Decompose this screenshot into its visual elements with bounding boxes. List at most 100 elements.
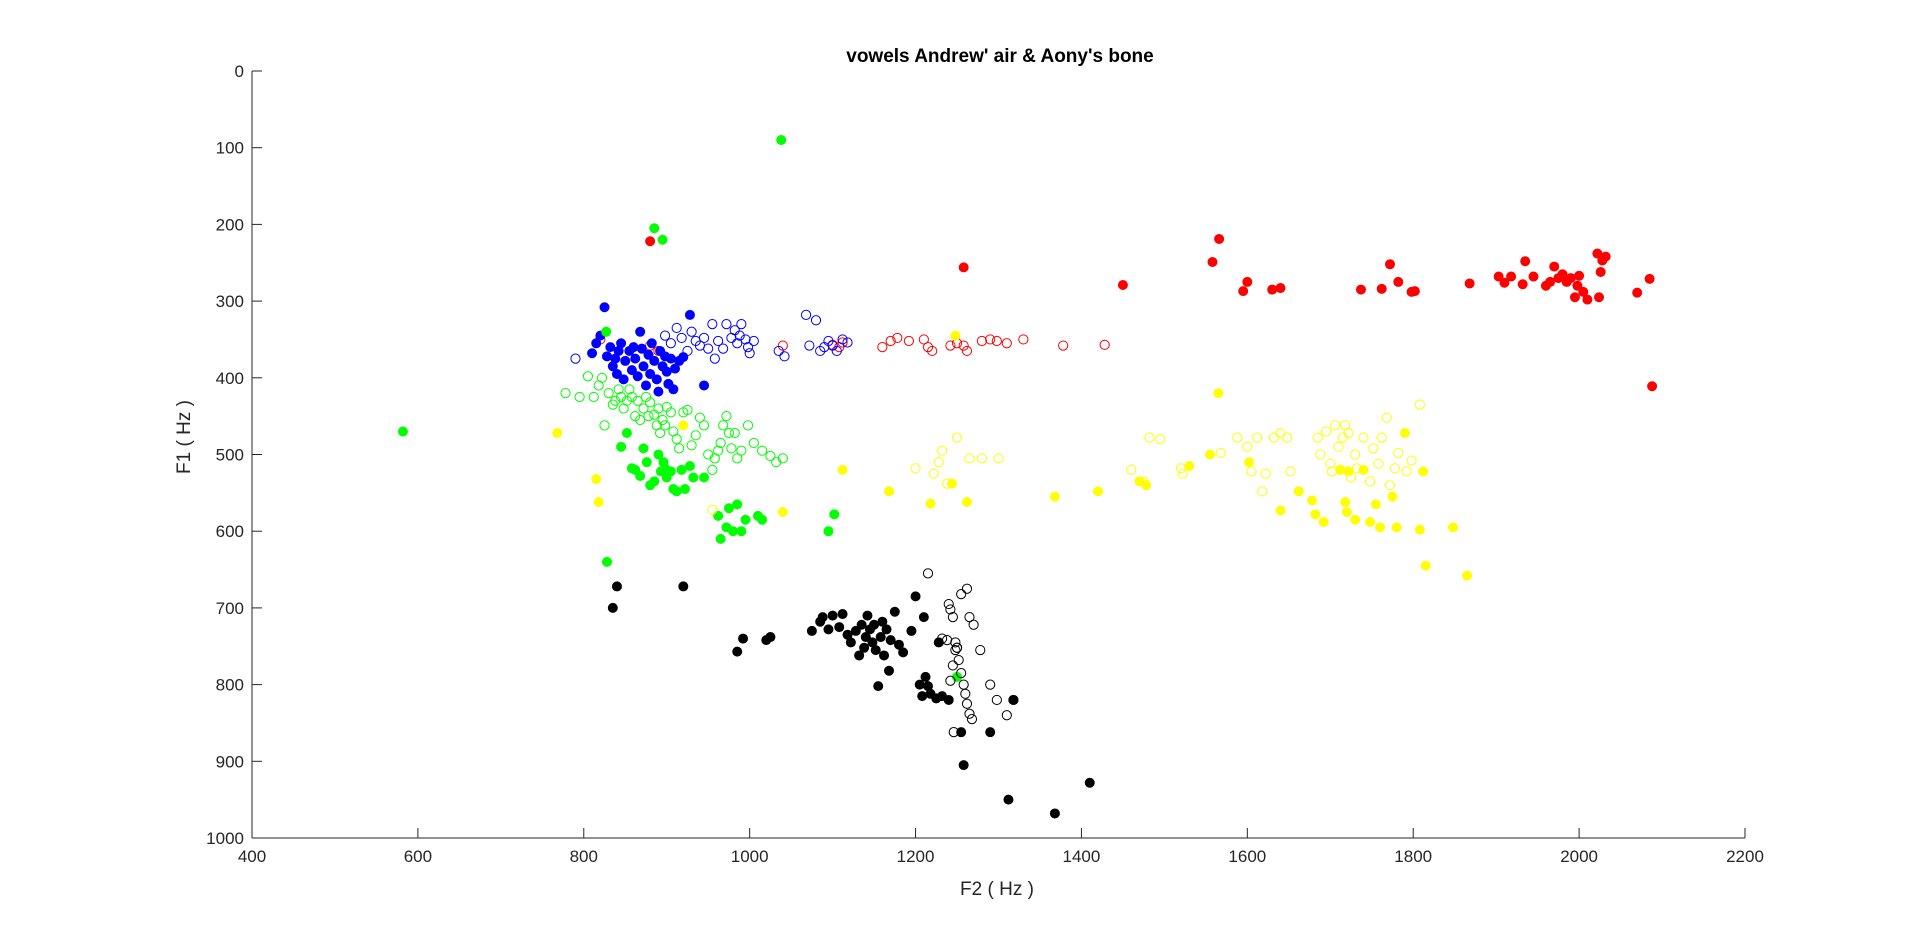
series-9-open	[922, 568, 1019, 738]
data-point	[665, 353, 676, 364]
data-point	[1003, 794, 1014, 805]
data-point	[950, 644, 961, 656]
data-point	[1243, 457, 1254, 468]
data-point	[837, 464, 848, 475]
y-tick-label: 400	[216, 369, 244, 388]
data-point	[827, 610, 838, 621]
data-point	[1368, 443, 1379, 454]
data-point	[823, 624, 834, 635]
data-point	[893, 639, 904, 650]
data-point	[985, 334, 996, 345]
data-point	[1260, 468, 1271, 479]
y-tick-label: 1000	[206, 829, 244, 848]
data-point	[744, 348, 755, 359]
data-point	[1084, 777, 1095, 788]
data-point	[1462, 570, 1473, 581]
data-point	[736, 445, 747, 456]
data-point	[1389, 463, 1401, 474]
data-point	[713, 510, 724, 521]
data-point	[654, 427, 666, 439]
data-point	[757, 514, 768, 525]
data-point	[1600, 251, 1611, 262]
data-point	[686, 326, 697, 337]
y-tick-label: 300	[216, 292, 244, 311]
data-point	[1565, 273, 1576, 284]
data-point	[560, 388, 571, 399]
data-point	[1257, 486, 1268, 497]
data-point	[958, 679, 969, 690]
data-point	[738, 633, 749, 644]
data-point	[1557, 269, 1568, 280]
data-point	[1335, 464, 1346, 475]
data-point	[638, 361, 649, 372]
data-point	[1393, 447, 1404, 459]
data-point	[1574, 270, 1585, 281]
data-point	[869, 619, 880, 630]
data-point	[1499, 277, 1510, 288]
data-point	[881, 624, 892, 635]
series-3-open	[570, 309, 853, 364]
data-point	[641, 457, 652, 468]
data-point	[948, 727, 959, 738]
data-point	[742, 420, 754, 431]
data-point	[1293, 486, 1304, 497]
data-point	[976, 335, 988, 347]
data-point	[646, 338, 657, 349]
data-point	[611, 581, 622, 592]
data-point	[810, 315, 822, 326]
data-point	[985, 679, 996, 690]
data-point	[1315, 449, 1326, 460]
data-point	[653, 449, 664, 460]
data-point	[885, 635, 896, 646]
series-2-filled	[587, 302, 710, 397]
data-point	[804, 340, 815, 351]
data-point	[698, 420, 710, 431]
data-point	[918, 334, 929, 345]
data-point	[1381, 412, 1392, 423]
data-point	[740, 334, 751, 345]
data-point	[985, 727, 996, 738]
data-point	[676, 464, 687, 475]
series-4-filled	[397, 135, 963, 682]
data-point	[723, 427, 735, 439]
data-point	[1414, 524, 1425, 535]
data-point	[651, 374, 662, 385]
data-point	[976, 453, 988, 464]
data-point	[889, 606, 900, 617]
data-point	[659, 330, 671, 341]
data-point	[1058, 340, 1069, 351]
data-point	[1493, 271, 1504, 282]
data-point	[674, 443, 685, 454]
data-point	[1321, 426, 1332, 437]
data-point	[1318, 516, 1329, 527]
data-point	[682, 404, 693, 416]
data-point	[618, 374, 629, 385]
data-point	[1155, 434, 1166, 445]
data-point	[732, 338, 743, 349]
data-point	[690, 430, 701, 441]
data-point	[728, 526, 739, 537]
data-point	[732, 646, 743, 657]
data-point	[740, 514, 751, 525]
data-point	[626, 391, 637, 403]
data-point	[624, 384, 635, 395]
data-point	[964, 453, 975, 464]
data-point	[721, 411, 732, 422]
data-point	[953, 654, 964, 666]
data-point	[602, 556, 613, 567]
data-point	[1343, 427, 1354, 439]
data-point	[698, 332, 710, 344]
data-point	[1545, 276, 1556, 287]
data-point	[1205, 449, 1216, 460]
data-point	[699, 472, 710, 483]
data-point	[665, 466, 676, 477]
x-tick-label: 800	[570, 847, 598, 866]
data-point	[605, 342, 616, 353]
data-point	[1312, 432, 1323, 443]
data-point	[643, 411, 654, 422]
data-point	[1126, 464, 1137, 475]
data-point	[1333, 441, 1344, 452]
data-point	[1350, 449, 1361, 460]
data-point	[742, 342, 754, 353]
data-point	[599, 302, 610, 313]
